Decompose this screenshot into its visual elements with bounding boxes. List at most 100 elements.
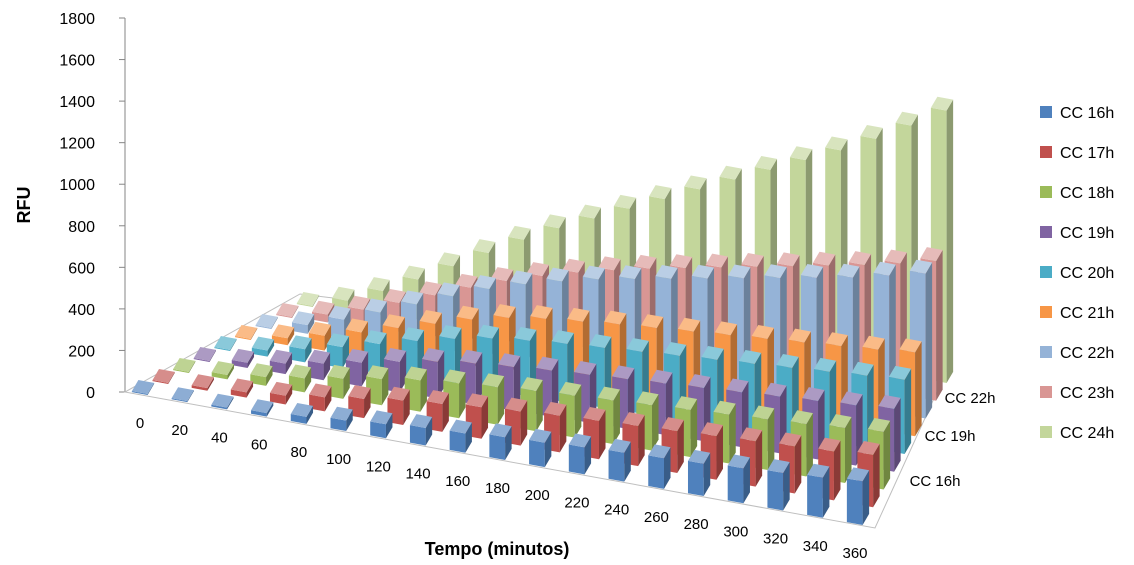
bar <box>250 363 273 386</box>
bar <box>328 305 351 339</box>
bar-top-face <box>296 292 320 306</box>
bar-top-face <box>626 338 649 352</box>
bar-top-face <box>490 267 514 281</box>
bar-side-face <box>716 425 723 480</box>
bar-top-face <box>705 253 728 268</box>
bar-top-face <box>714 321 738 336</box>
bar-top-face <box>426 390 449 404</box>
bar-top-face <box>234 325 258 339</box>
bar-front-face <box>309 394 325 412</box>
series-cc-16h <box>131 380 870 525</box>
bar <box>271 324 295 346</box>
bar-top-face <box>472 239 496 254</box>
bar-top-face <box>867 417 891 432</box>
bar-top-face <box>789 146 813 161</box>
depth-tick-label: CC 16h <box>910 473 961 490</box>
bar-top-face <box>888 365 912 380</box>
bar-top-face <box>404 366 427 381</box>
bar-side-face <box>806 413 813 477</box>
bar-top-face <box>846 467 870 482</box>
bar-side-face <box>425 417 433 446</box>
bar <box>846 467 870 525</box>
x-tick-label: 120 <box>366 458 391 475</box>
bar-top-face <box>598 256 621 271</box>
bar-top-face <box>456 305 479 320</box>
bar-front-face <box>271 335 288 346</box>
bar-top-face <box>473 275 496 289</box>
bar-front-face <box>214 347 231 351</box>
bar-front-face <box>807 474 823 518</box>
bar-side-face <box>227 396 234 410</box>
legend-label: CC 18h <box>1060 185 1114 202</box>
y-tick-label: 1000 <box>59 177 95 194</box>
bar-top-face <box>583 406 606 421</box>
bar-front-face <box>568 444 585 475</box>
bar <box>529 428 552 468</box>
bar-top-face <box>421 347 445 362</box>
x-tick-label: 260 <box>644 509 669 526</box>
bar-side-face <box>613 389 620 445</box>
bar <box>309 383 332 412</box>
bar-top-face <box>840 391 863 406</box>
x-tick-label: 80 <box>291 444 308 461</box>
x-tick-label: 340 <box>803 538 828 555</box>
bar-top-face <box>498 353 521 368</box>
bar-top-face <box>514 326 537 341</box>
bar <box>481 373 505 425</box>
bar-front-face <box>291 322 308 334</box>
legend-item: CC 24h <box>1040 425 1114 442</box>
bar-side-face <box>743 457 750 504</box>
bar-top-face <box>641 314 664 329</box>
bar <box>291 311 315 334</box>
bar-front-face <box>330 417 347 432</box>
bar-top-face <box>193 347 217 361</box>
bar-side-face <box>638 414 645 467</box>
legend-swatch <box>1040 346 1052 358</box>
bar-top-face <box>251 336 275 351</box>
bar-top-face <box>308 321 332 336</box>
bar <box>152 369 175 384</box>
bar-top-face <box>719 165 742 180</box>
bar <box>608 438 631 482</box>
bar-side-face <box>207 377 214 391</box>
bar-top-face <box>562 258 585 273</box>
bar-top-face <box>764 264 787 279</box>
bar-top-face <box>173 358 196 372</box>
bar <box>326 333 350 369</box>
bar-side-face <box>305 338 312 363</box>
bar-top-face <box>612 365 635 380</box>
bar-top-face <box>530 305 553 320</box>
bar-front-face <box>173 369 189 373</box>
bar-top-face <box>664 342 687 356</box>
bar <box>231 348 255 369</box>
bar-side-face <box>598 409 606 460</box>
bar-top-face <box>383 289 406 303</box>
x-tick-label: 360 <box>842 545 867 562</box>
bar <box>269 349 293 375</box>
bar-top-face <box>825 332 848 347</box>
bar-top-face <box>309 383 332 398</box>
legend-item: CC 20h <box>1040 265 1114 282</box>
bar <box>211 361 234 380</box>
bar-side-face <box>403 389 410 426</box>
y-tick-label: 1200 <box>59 136 95 153</box>
bar-side-face <box>459 372 466 419</box>
bar-top-face <box>818 437 841 452</box>
bar-front-face <box>251 347 268 357</box>
bar-top-face <box>837 263 860 278</box>
bar-top-face <box>788 328 811 343</box>
bar-front-face <box>193 358 210 362</box>
bar-side-face <box>497 376 505 425</box>
bar-side-face <box>544 431 552 468</box>
bar-top-face <box>860 124 883 139</box>
bar-side-face <box>304 367 312 393</box>
bar-front-face <box>131 391 148 395</box>
bar-top-face <box>307 349 331 364</box>
bar-top-face <box>255 314 278 328</box>
bar <box>290 402 314 424</box>
bar-side-face <box>513 356 521 411</box>
bar-front-face <box>326 344 343 369</box>
bar-top-face <box>289 335 312 350</box>
bar <box>234 325 258 340</box>
bar-side-face <box>505 426 512 460</box>
